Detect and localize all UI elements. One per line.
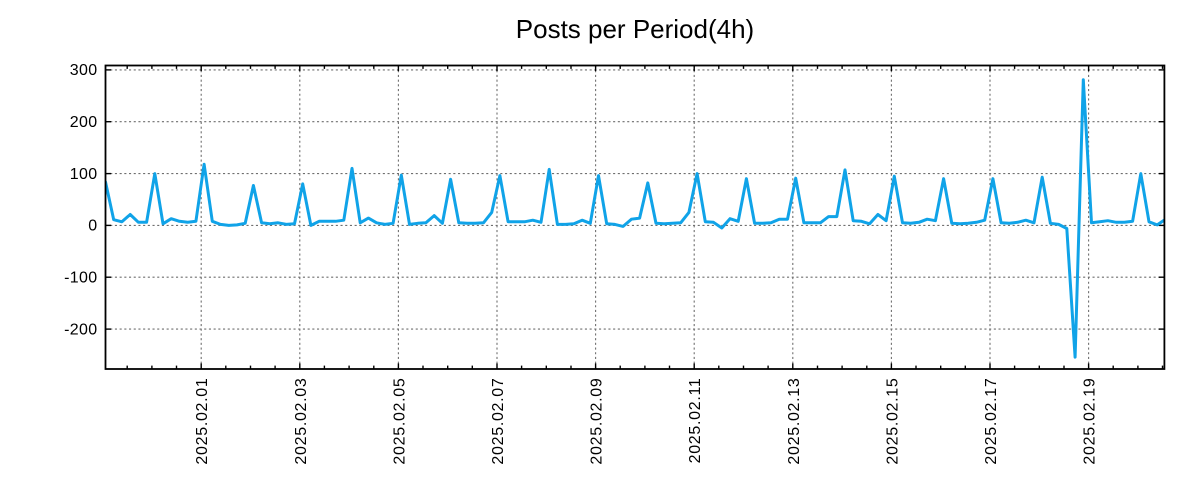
svg-text:2025.02.17: 2025.02.17 [983, 378, 1000, 465]
svg-text:2025.02.01: 2025.02.01 [194, 378, 211, 465]
svg-text:Posts per Period(4h): Posts per Period(4h) [516, 14, 754, 44]
svg-text:2025.02.07: 2025.02.07 [490, 378, 507, 465]
svg-text:-200: -200 [64, 321, 97, 338]
svg-text:2025.02.09: 2025.02.09 [589, 378, 606, 465]
svg-text:100: 100 [70, 166, 98, 183]
svg-text:2025.02.15: 2025.02.15 [884, 378, 901, 465]
svg-text:2025.02.19: 2025.02.19 [1082, 378, 1099, 465]
svg-text:2025.02.11: 2025.02.11 [687, 378, 704, 464]
svg-text:-100: -100 [64, 270, 97, 287]
svg-text:200: 200 [70, 114, 98, 131]
svg-text:300: 300 [70, 62, 98, 79]
svg-text:2025.02.13: 2025.02.13 [786, 378, 803, 465]
svg-text:2025.02.03: 2025.02.03 [293, 378, 310, 465]
svg-text:2025.02.05: 2025.02.05 [391, 378, 408, 465]
svg-text:0: 0 [88, 218, 97, 235]
